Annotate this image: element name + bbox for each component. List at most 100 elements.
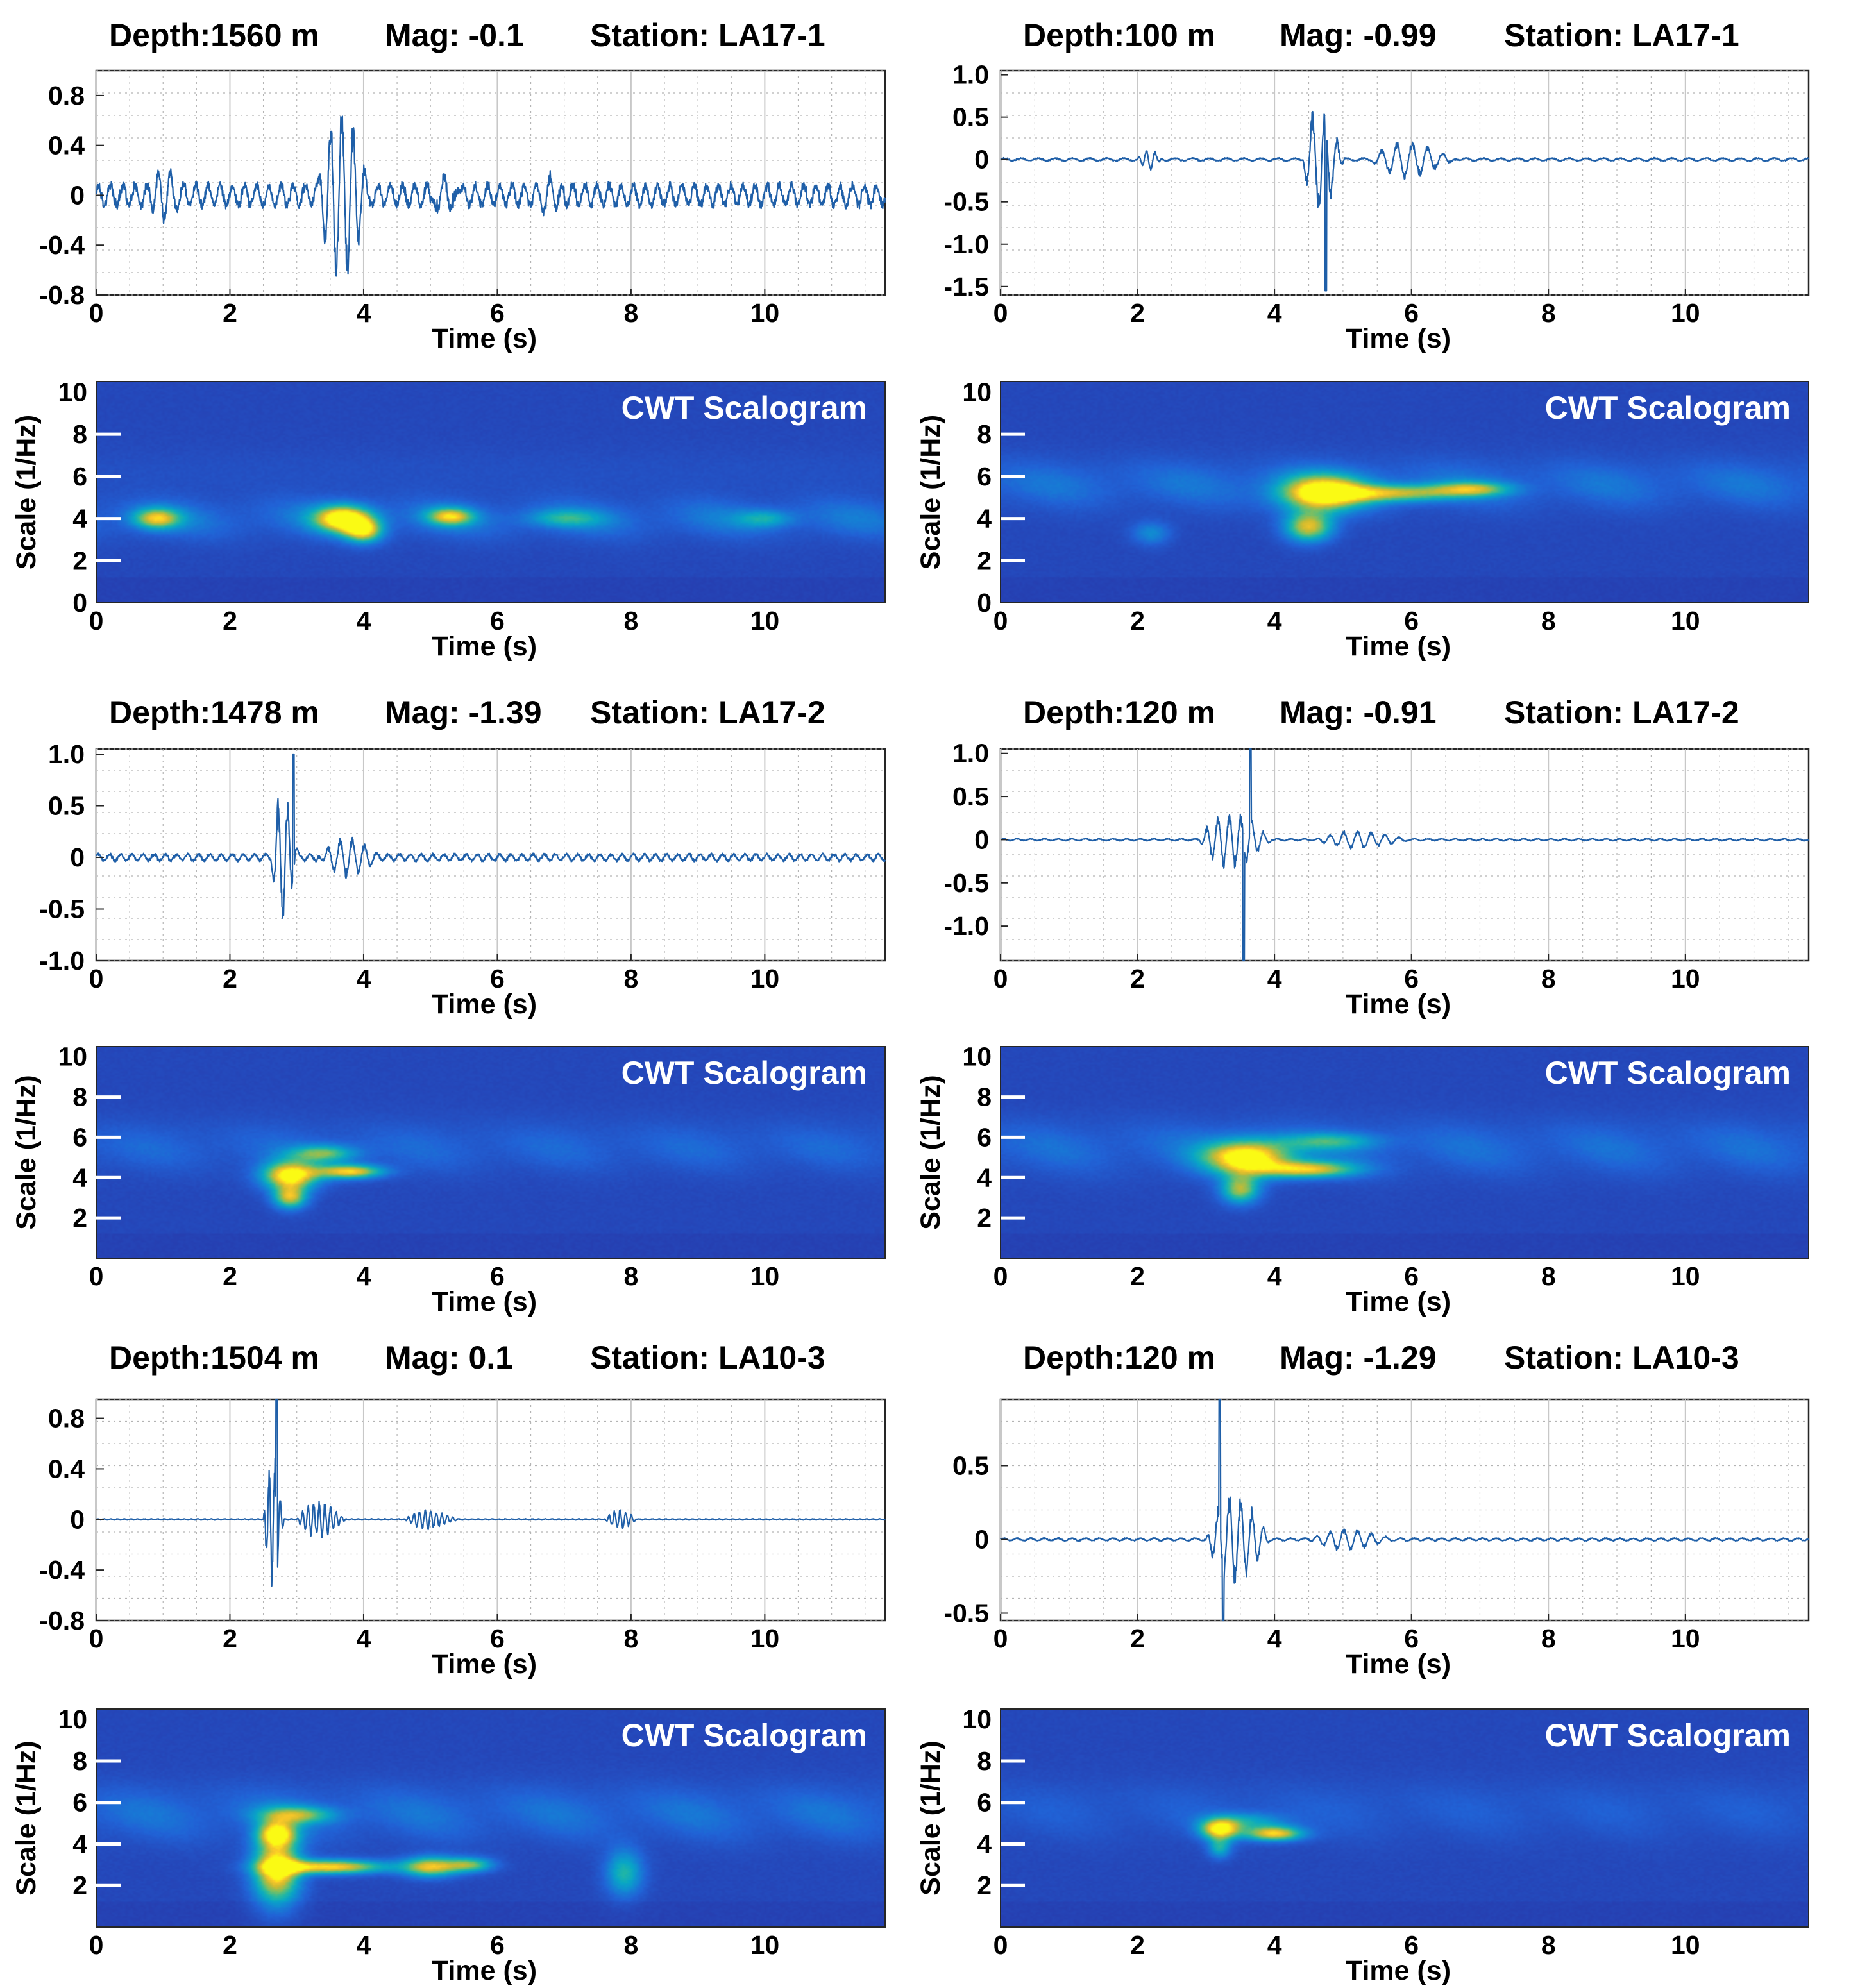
magnitude-label: Mag: -1.39	[385, 695, 542, 730]
x-tick-label: 0	[993, 1261, 1008, 1291]
y-tick-label: 0	[977, 588, 992, 618]
y-tick-label: 0.4	[48, 131, 85, 160]
y-tick-label: 6	[72, 1122, 87, 1152]
y-tick-label: 0.5	[48, 791, 85, 821]
y-tick-label: 0	[70, 843, 85, 872]
x-tick-label: 6	[490, 606, 505, 636]
y-axis-label: Scale (1/Hz)	[915, 415, 946, 569]
x-axis-label: Time (s)	[1346, 1649, 1451, 1680]
x-tick-label: 8	[623, 1930, 638, 1960]
x-tick-label: 10	[1671, 964, 1700, 993]
scalogram-heatmap	[1001, 382, 1809, 603]
y-tick-label: 0	[974, 145, 989, 174]
seismic-trace	[1000, 748, 1809, 962]
waveform-panel: 0 2 4 6 8 10 1.0 0.5 0 -0.5 -1.0 Time (s)	[39, 739, 886, 1020]
magnitude-label: Mag: 0.1	[385, 1340, 513, 1376]
x-tick-label: 4	[357, 1261, 371, 1291]
y-tick-label: 2	[977, 546, 992, 575]
x-tick-label: 10	[1671, 1930, 1700, 1960]
y-tick-label: 0	[70, 1504, 85, 1534]
x-tick-label: 4	[1267, 1930, 1282, 1960]
panel-title: Depth:120 m Mag: -1.29 Station: LA10-3	[1023, 1340, 1739, 1376]
x-tick-label: 10	[750, 1930, 780, 1960]
x-tick-label: 6	[490, 1261, 505, 1291]
y-tick-label: -1.0	[39, 946, 85, 975]
y-tick-label: 4	[72, 1829, 87, 1858]
y-tick-label: 0	[974, 1525, 989, 1554]
y-tick-label: -1.0	[943, 911, 989, 941]
cwt-scalogram-label: CWT Scalogram	[1545, 1055, 1791, 1091]
x-tick-label: 10	[750, 1261, 780, 1291]
x-axis-label: Time (s)	[432, 323, 537, 354]
y-tick-label: 10	[962, 1705, 992, 1734]
x-tick-label: 8	[623, 964, 638, 993]
x-axis-label: Time (s)	[432, 631, 537, 662]
y-tick-label: 0.8	[48, 81, 85, 110]
y-tick-label: 4	[977, 1163, 992, 1192]
scalogram-heatmap	[96, 1709, 885, 1927]
x-tick-label: 0	[993, 298, 1008, 328]
x-tick-label: 0	[993, 1930, 1008, 1960]
x-axis-label: Time (s)	[1346, 989, 1451, 1020]
y-tick-label: 2	[72, 1203, 87, 1233]
x-tick-label: 6	[1404, 1624, 1419, 1653]
x-tick-label: 10	[750, 1624, 780, 1653]
y-tick-label: 2	[977, 1871, 992, 1900]
seismic-trace	[96, 753, 886, 919]
y-tick-label: 0	[974, 825, 989, 854]
magnitude-label: Mag: -0.91	[1280, 695, 1437, 730]
y-tick-label: 4	[977, 504, 992, 534]
y-tick-label: 0	[72, 588, 87, 618]
y-tick-label: 0	[70, 180, 85, 210]
x-tick-label: 2	[1130, 964, 1145, 993]
x-tick-label: 0	[89, 298, 104, 328]
x-tick-label: 6	[490, 298, 505, 328]
depth-label: Depth:1504 m	[109, 1340, 319, 1376]
x-axis-label: Time (s)	[432, 1286, 537, 1317]
x-tick-label: 10	[1671, 1624, 1700, 1653]
x-tick-label: 8	[623, 606, 638, 636]
y-tick-label: 1.0	[48, 739, 85, 769]
y-tick-label: 2	[72, 1871, 87, 1900]
scalogram-axes	[96, 1708, 886, 1928]
x-tick-label: 4	[357, 1624, 371, 1653]
depth-label: Depth:1478 m	[109, 695, 319, 730]
seismic-trace	[1000, 1398, 1809, 1622]
x-tick-label: 0	[993, 964, 1008, 993]
y-tick-label: 6	[977, 1788, 992, 1817]
x-tick-label: 10	[1671, 606, 1700, 636]
scalogram-axes	[1000, 1046, 1809, 1259]
depth-label: Depth:120 m	[1023, 695, 1215, 730]
scalogram-panel: CWT Scalogram 0 2 4 6 8 10 10 8 6 4 2 0 Time (s) Scale…	[11, 377, 886, 662]
x-tick-label: 8	[1541, 1624, 1556, 1653]
scalogram-heatmap	[96, 382, 885, 603]
x-tick-label: 2	[1130, 1930, 1145, 1960]
depth-label: Depth:120 m	[1023, 1340, 1215, 1376]
x-tick-label: 0	[89, 964, 104, 993]
x-tick-label: 2	[1130, 298, 1145, 328]
y-axis-label: Scale (1/Hz)	[11, 1075, 42, 1229]
scalogram-axes	[1000, 381, 1809, 603]
y-tick-label: -0.4	[39, 1555, 85, 1585]
scalogram-panel: CWT Scalogram 0 2 4 6 8 10 10 8 6 4 2 0 Time (s) Scale…	[915, 377, 1809, 662]
y-tick-label: -0.4	[39, 230, 85, 260]
x-tick-label: 2	[223, 606, 237, 636]
y-tick-label: 4	[72, 1163, 87, 1192]
x-tick-label: 10	[750, 606, 780, 636]
station-label: Station: LA10-3	[590, 1340, 825, 1376]
y-tick-label: -0.8	[39, 280, 85, 310]
depth-label: Depth:1560 m	[109, 17, 319, 53]
y-tick-label: 1.0	[952, 60, 989, 90]
x-tick-label: 8	[623, 1261, 638, 1291]
x-tick-label: 2	[223, 1930, 237, 1960]
y-axis-label: Scale (1/Hz)	[11, 1740, 42, 1895]
x-tick-label: 4	[1267, 964, 1282, 993]
waveform-panel: 0 2 4 6 8 10 0.8 0.4 0 -0.4 -0.8 Time (s)	[39, 1398, 886, 1680]
x-tick-label: 6	[490, 1624, 505, 1653]
x-tick-label: 0	[89, 1930, 104, 1960]
y-tick-label: -0.8	[39, 1606, 85, 1635]
cwt-scalogram-label: CWT Scalogram	[621, 1717, 867, 1753]
y-tick-label: 0.5	[952, 103, 989, 132]
x-axis-label: Time (s)	[1346, 323, 1451, 354]
